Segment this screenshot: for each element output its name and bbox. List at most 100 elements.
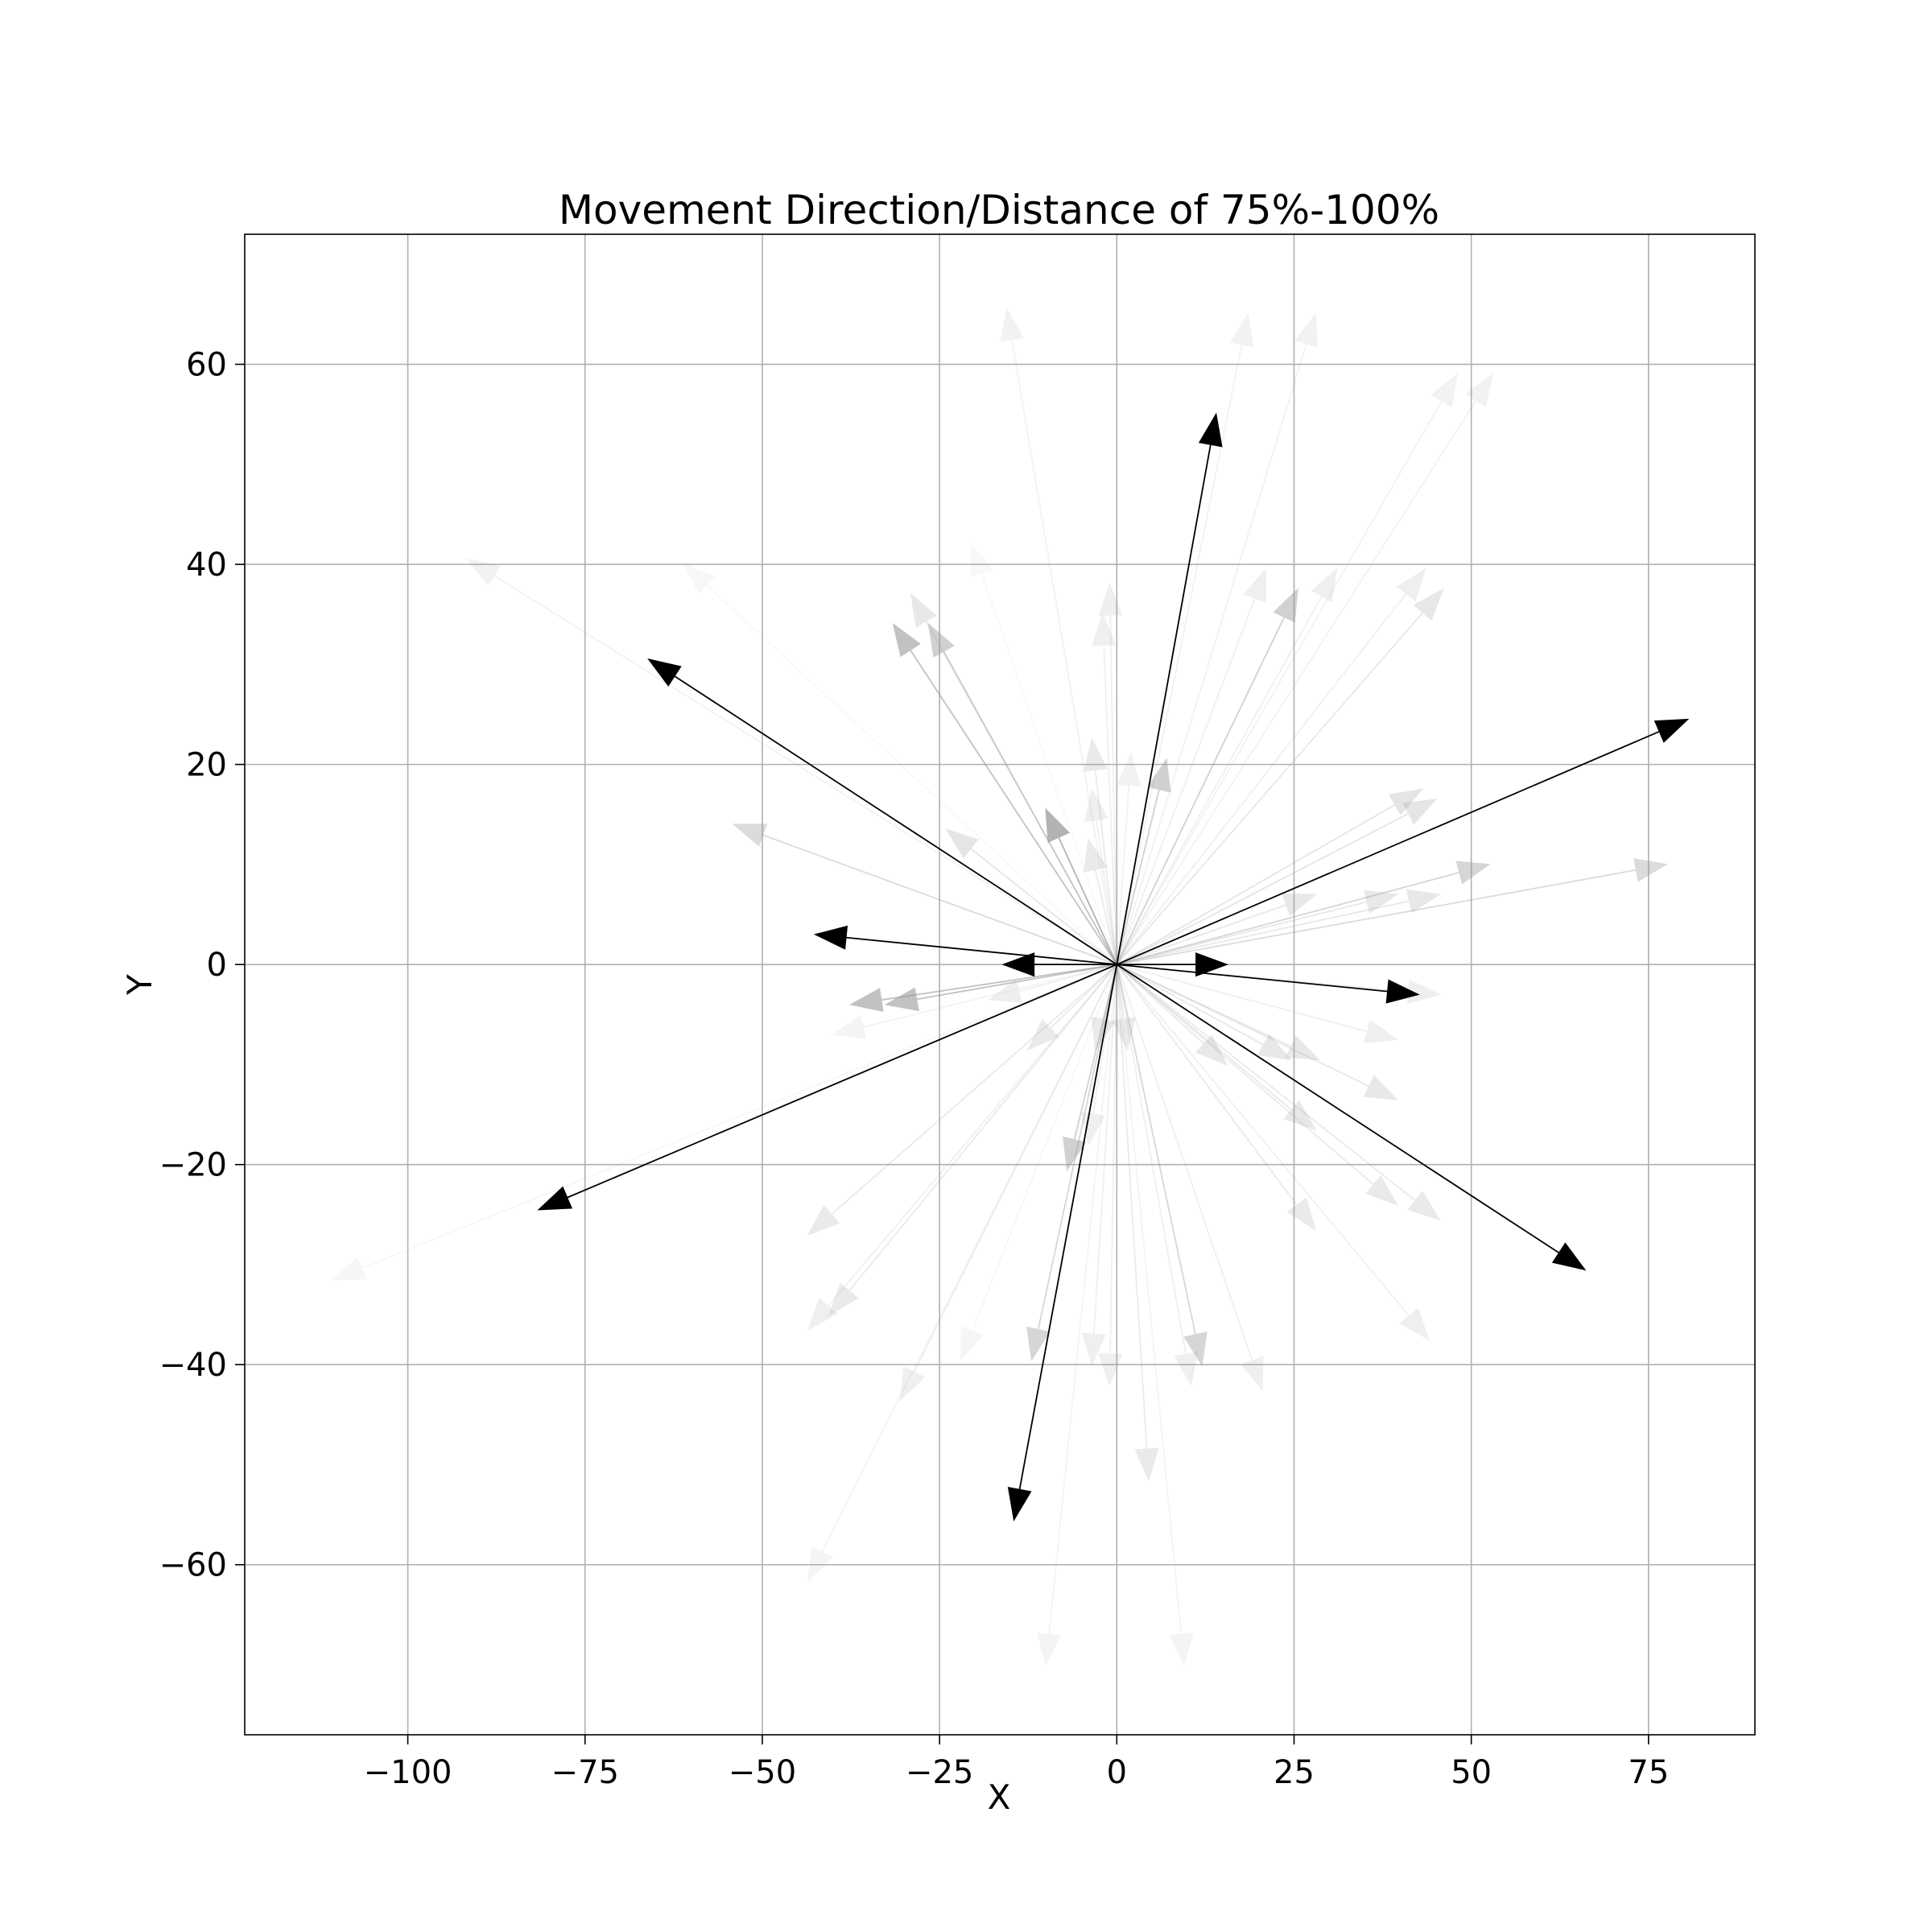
faint-arrow-shaft [1116, 812, 1410, 965]
faint-arrow-head [1633, 857, 1669, 882]
faint-arrow-shaft [361, 964, 1117, 1269]
y-tick-label: −40 [159, 1347, 227, 1384]
faint-arrow [1026, 964, 1117, 1051]
faint-arrow [1117, 893, 1317, 965]
strong-arrow-shaft [674, 675, 1117, 965]
faint-arrow [828, 964, 1118, 1316]
faint-arrow [1116, 373, 1494, 965]
faint-arrow-head [332, 1257, 367, 1281]
y-tick-label: −60 [159, 1547, 227, 1584]
faint-arrow-head [1363, 890, 1399, 914]
x-tick-label: −25 [906, 1754, 973, 1791]
faint-arrow [1063, 964, 1118, 1172]
faint-arrow [807, 964, 1118, 1582]
strong-arrow [1116, 718, 1690, 965]
faint-arrow-head [960, 1326, 984, 1362]
faint-arrow [1116, 568, 1338, 965]
faint-arrow-head [1363, 1075, 1399, 1100]
faint-arrow-shaft [1103, 645, 1118, 965]
faint-arrow-head [466, 558, 502, 587]
faint-arrow [945, 828, 1117, 965]
x-tick-labels: −100 −75 −50 −25 0 25 50 75 [364, 1754, 1670, 1791]
strong-arrow [1007, 964, 1118, 1521]
strong-arrow [1117, 964, 1420, 1004]
strong-arrow-shaft [1116, 964, 1560, 1254]
faint-arrow-head [1083, 837, 1108, 873]
faint-arrow [1116, 753, 1141, 965]
faint-arrow-shaft [943, 650, 1118, 965]
faint-arrow-head [1294, 312, 1319, 348]
faint-arrow-shaft [1116, 964, 1374, 1186]
faint-arrow-head [1091, 1016, 1115, 1051]
faint-arrow [332, 964, 1117, 1281]
faint-arrow-head [1455, 861, 1491, 885]
faint-arrow-head [1285, 1035, 1321, 1061]
y-tick-label: 60 [186, 347, 227, 384]
faint-arrow-shaft [1116, 964, 1293, 1111]
faint-arrow-shaft [1092, 964, 1118, 1335]
faint-arrow-shaft [1109, 614, 1118, 965]
faint-arrow [1116, 964, 1399, 1100]
x-tick-label: 75 [1628, 1754, 1669, 1791]
faint-arrow-head [1273, 588, 1298, 623]
faint-arrow [1116, 964, 1441, 1221]
faint-arrow-head [884, 987, 919, 1012]
faint-arrow-head [831, 1015, 867, 1039]
faint-arrow-shaft [1117, 964, 1368, 1033]
y-axis-label: Y [120, 974, 159, 996]
faint-arrow-shaft [1116, 964, 1187, 1355]
faint-arrow [1092, 613, 1118, 965]
faint-arrow [1116, 312, 1319, 965]
faint-arrow-shaft [1116, 596, 1323, 965]
faint-arrow-shaft [1116, 964, 1183, 1635]
faint-arrow-shaft [1095, 819, 1118, 965]
faint-arrow-head [1037, 1632, 1062, 1667]
faint-arrow-head [899, 1366, 926, 1402]
faint-arrow [466, 558, 1117, 965]
faint-arrow-shaft [1117, 900, 1410, 966]
faint-arrow-shaft [493, 575, 1117, 965]
faint-arrow-shaft [1116, 964, 1196, 1335]
faint-arrow-head [1402, 799, 1438, 825]
faint-arrow-shaft [1116, 964, 1410, 1317]
faint-arrow-head [1283, 1100, 1317, 1131]
faint-arrow-shaft [881, 964, 1117, 1001]
faint-arrow [1116, 788, 1423, 965]
faint-arrow-head [1098, 1353, 1123, 1387]
faint-arrow [1117, 964, 1399, 1043]
faint-arrow [884, 964, 1117, 1012]
strong-arrow [1116, 412, 1223, 965]
faint-arrow [1116, 964, 1321, 1061]
faint-arrow-shaft [913, 964, 1118, 1373]
faint-arrow [683, 563, 1117, 965]
faint-arrow [1083, 737, 1118, 965]
faint-arrow [1116, 964, 1208, 1367]
faint-arrow-shaft [821, 964, 1118, 1553]
faint-arrow-head [1026, 1326, 1051, 1362]
faint-arrow-shaft [970, 848, 1117, 965]
faint-arrow [1084, 787, 1118, 965]
plot-frame [244, 233, 1756, 1736]
faint-arrow [1116, 964, 1398, 1206]
faint-arrow-shaft [1116, 803, 1396, 965]
strong-arrow-group [537, 412, 1690, 1521]
faint-arrow-head [1111, 1017, 1136, 1051]
strong-arrow-shaft [845, 936, 1117, 966]
faint-arrow-head [910, 592, 937, 628]
faint-arrow-shaft [1117, 869, 1637, 966]
faint-arrow-shaft [1037, 964, 1118, 1331]
faint-arrow [1116, 373, 1459, 965]
faint-arrow-head [1396, 568, 1426, 602]
faint-arrow-head [1399, 1307, 1430, 1341]
faint-arrow-head [1045, 807, 1071, 844]
faint-arrow [1116, 964, 1430, 1341]
faint-arrow [892, 622, 1118, 965]
strong-arrow-head [1551, 1242, 1587, 1271]
faint-arrow-head [807, 1546, 834, 1582]
faint-arrow-head [732, 824, 768, 847]
faint-arrow [1037, 964, 1118, 1667]
strong-arrow-head [1195, 952, 1229, 977]
faint-arrow [1081, 964, 1118, 1367]
faint-arrow-shaft [1109, 964, 1118, 1355]
